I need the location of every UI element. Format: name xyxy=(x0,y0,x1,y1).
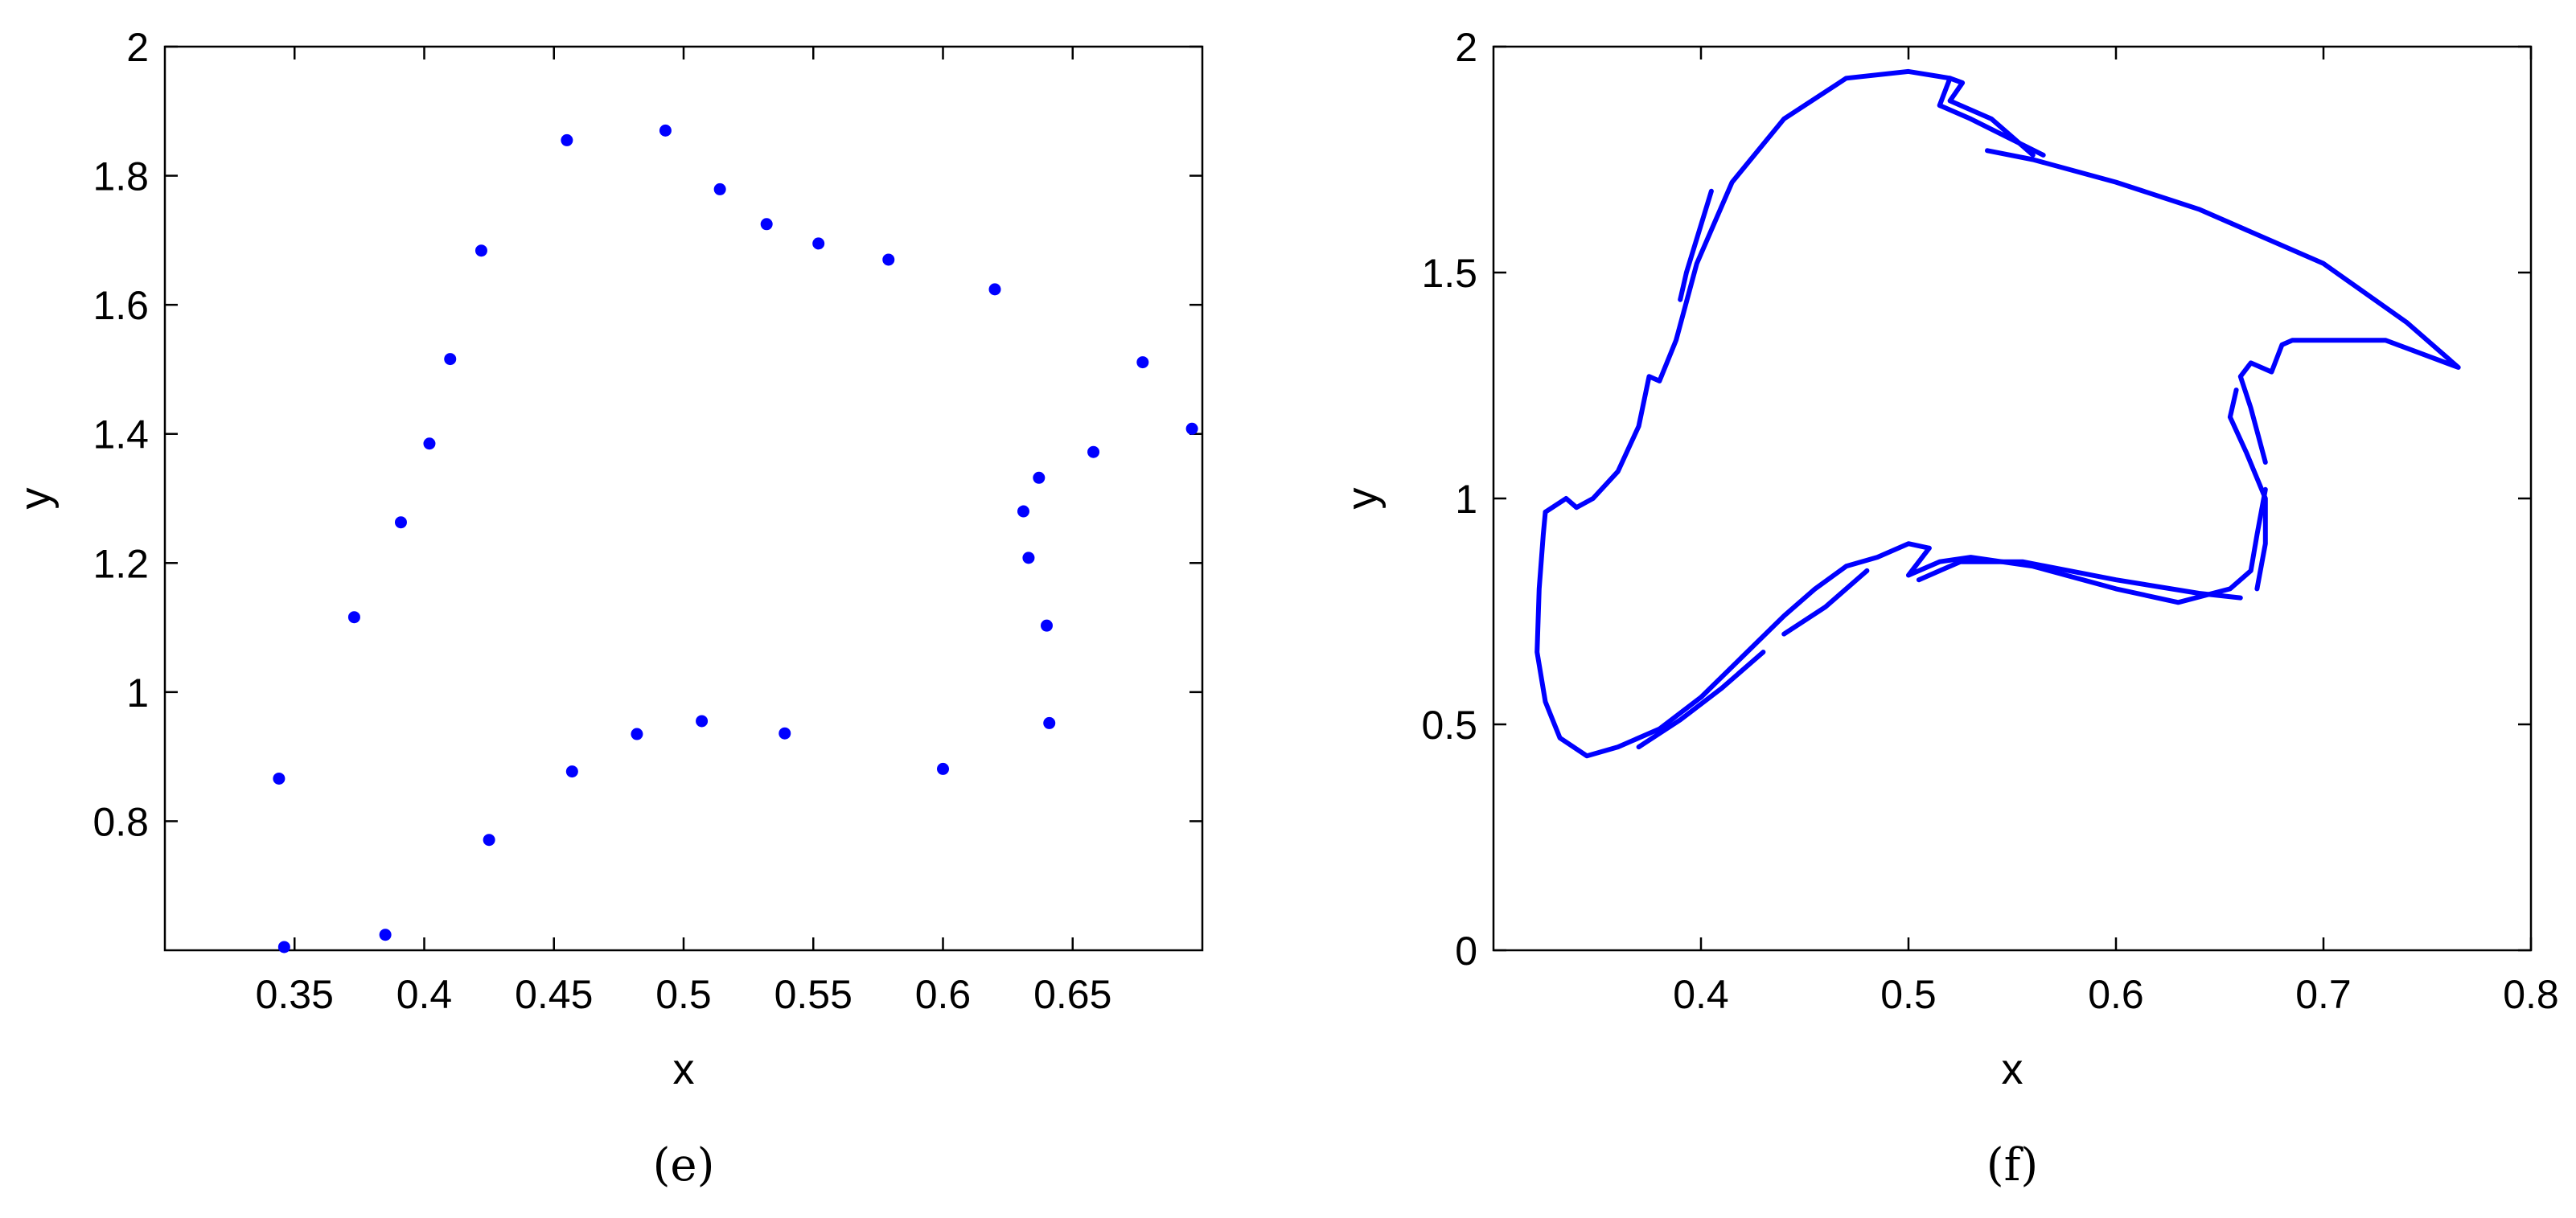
attractor-curve xyxy=(1535,509,1932,759)
x-tick-label: 0.4 xyxy=(396,972,453,1017)
panel-label: (f) xyxy=(1986,1139,2038,1191)
data-point xyxy=(379,929,392,941)
y-tick-label: 1.4 xyxy=(92,412,149,457)
data-point xyxy=(273,772,286,785)
attractor-curve xyxy=(2227,388,2268,592)
data-point xyxy=(565,765,578,778)
x-tick-label: 0.45 xyxy=(515,972,593,1017)
attractor-curve xyxy=(1543,68,2046,515)
x-tick-label: 0.65 xyxy=(1033,972,1111,1017)
data-point xyxy=(696,715,709,728)
x-tick-label: 0.35 xyxy=(256,972,334,1017)
attractor-curve xyxy=(1947,76,2036,158)
attractor-curve xyxy=(1636,650,1766,750)
data-points xyxy=(273,124,1198,953)
x-axis-label: x xyxy=(2002,1045,2023,1093)
data-point xyxy=(631,728,643,740)
y-tick-label: 1 xyxy=(126,671,149,716)
data-point xyxy=(882,253,895,266)
data-point xyxy=(713,182,726,195)
y-axis-label: y xyxy=(1338,488,1387,510)
x-tick-label: 0.6 xyxy=(915,972,972,1017)
y-tick-label: 1.8 xyxy=(92,154,149,199)
x-tick-label: 0.55 xyxy=(774,972,853,1017)
data-point xyxy=(1185,422,1198,435)
attractor-curve xyxy=(1985,148,2461,465)
x-tick-label: 0.8 xyxy=(2503,972,2559,1017)
data-point xyxy=(659,124,672,137)
data-point xyxy=(475,244,487,257)
data-point xyxy=(483,834,495,847)
x-tick-label: 0.6 xyxy=(2088,972,2144,1017)
data-point xyxy=(1022,552,1035,564)
data-point xyxy=(988,283,1001,296)
data-point xyxy=(779,727,791,740)
panel-label: (e) xyxy=(653,1139,715,1191)
y-tick-label: 0 xyxy=(1455,929,1477,974)
panel-e-scatter-plot: 0.35 0.4 0.45 0.5 0.55 0.6 0.65 0.8 1 1.2 1.4 1.6 1… xyxy=(11,25,1204,1191)
attractor-curve xyxy=(1781,568,1870,637)
data-point xyxy=(394,516,407,529)
panel-f-attractor-plot: 0.4 0.5 0.6 0.7 0.8 0 0.5 1 1.5 2 x y (f) xyxy=(1338,25,2559,1191)
x-tick-label: 0.7 xyxy=(2295,972,2352,1017)
data-point xyxy=(1041,619,1053,632)
plot-area-frame xyxy=(163,45,1204,952)
data-point xyxy=(812,237,825,250)
y-tick-label: 1 xyxy=(1455,477,1477,522)
y-tick-label: 1.5 xyxy=(1421,251,1477,296)
y-tick-label: 0.5 xyxy=(1421,703,1477,748)
data-point xyxy=(1033,471,1046,484)
y-tick-label: 1.2 xyxy=(92,541,149,586)
x-tick-label: 0.5 xyxy=(655,972,712,1017)
x-ticks: 0.4 0.5 0.6 0.7 0.8 xyxy=(1673,47,2559,1017)
attractor-curve xyxy=(1916,559,2243,601)
y-tick-label: 0.8 xyxy=(92,799,149,844)
attractor-curves xyxy=(1535,68,2461,759)
attractor-curve xyxy=(1678,188,1714,302)
data-point xyxy=(1087,445,1100,458)
data-point xyxy=(561,133,573,146)
plot-area-frame xyxy=(1492,45,2533,952)
data-point xyxy=(1043,716,1056,729)
y-ticks: 0.8 1 1.2 1.4 1.6 1.8 2 xyxy=(92,25,1202,844)
x-tick-label: 0.5 xyxy=(1880,972,1937,1017)
data-point xyxy=(347,611,360,624)
x-axis-label: x xyxy=(673,1045,695,1093)
data-point xyxy=(277,941,290,953)
attractor-curve xyxy=(1906,486,2268,605)
y-tick-label: 1.6 xyxy=(92,283,149,328)
data-point xyxy=(1136,356,1149,369)
x-ticks: 0.35 0.4 0.45 0.5 0.55 0.6 0.65 xyxy=(256,47,1111,1017)
data-point xyxy=(1017,505,1029,518)
y-tick-label: 2 xyxy=(126,25,149,70)
data-point xyxy=(760,218,773,231)
data-point xyxy=(937,762,949,775)
y-tick-label: 2 xyxy=(1455,25,1477,70)
data-point xyxy=(444,353,457,366)
data-point xyxy=(423,437,436,450)
y-ticks: 0 0.5 1 1.5 2 xyxy=(1421,25,2531,974)
y-axis-label: y xyxy=(11,488,60,510)
x-tick-label: 0.4 xyxy=(1673,972,1729,1017)
